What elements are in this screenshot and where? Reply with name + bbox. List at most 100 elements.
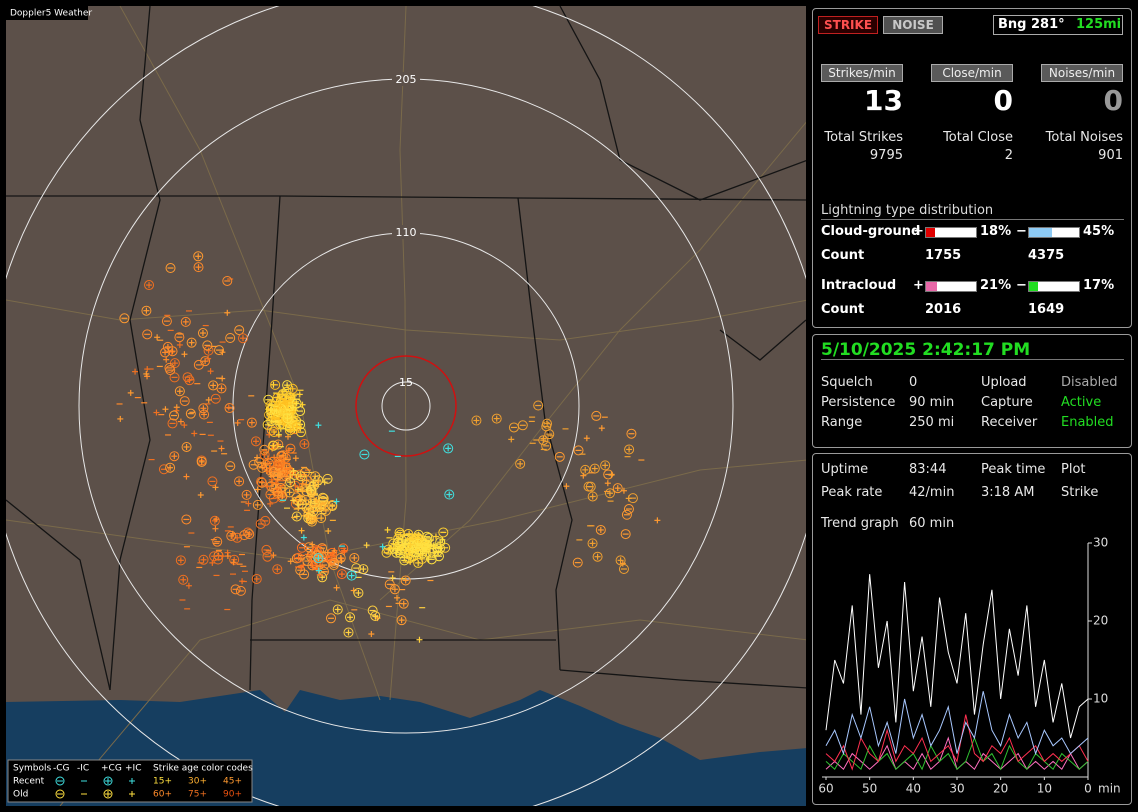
legend-symbol: [55, 776, 65, 786]
strike-symbol: [251, 573, 262, 584]
strike-symbol: [268, 440, 279, 451]
strike-symbol: [142, 329, 153, 340]
trend-line: [825, 691, 1089, 756]
strike-symbol: [491, 413, 502, 424]
rate-header[interactable]: Strikes/min: [821, 64, 903, 82]
strike-symbol: [287, 383, 298, 394]
legend-header: +IC: [125, 764, 141, 774]
strike-symbol: [335, 552, 346, 563]
stats-panel: [812, 453, 1132, 805]
total-value: 901: [1098, 148, 1123, 163]
rate-value: 13: [864, 84, 903, 117]
strike-symbol: [322, 473, 333, 484]
strike-symbol: [542, 418, 553, 429]
trend-label: Trend graph: [821, 516, 899, 531]
strike-symbol: [328, 560, 339, 571]
strike-symbol: [336, 569, 347, 580]
strike-symbol: [275, 418, 286, 429]
strike-symbol: [272, 470, 283, 481]
strike-symbol: [291, 511, 302, 522]
strike-symbol: [224, 403, 235, 414]
strike-symbol: [533, 400, 544, 411]
separator: [821, 359, 1124, 360]
strike-symbol: [272, 564, 283, 575]
sign: −: [1016, 224, 1027, 239]
bar-track: [925, 227, 977, 238]
strike-button[interactable]: STRIKE: [818, 16, 878, 34]
strike-symbol: [299, 439, 310, 450]
strike-symbol: [580, 464, 591, 475]
strike-symbol: [184, 375, 195, 386]
sign: +: [913, 278, 924, 293]
legend-age: 30+: [188, 777, 207, 787]
x-tick-label: 60: [818, 782, 833, 796]
strike-symbol: [282, 380, 293, 391]
rate-header[interactable]: Close/min: [931, 64, 1013, 82]
count: 2016: [925, 302, 962, 317]
strike-symbol: [289, 469, 300, 480]
legend-symbol: [103, 789, 113, 799]
legend-title: Strike age color codes: [153, 764, 253, 774]
strike-symbol: [444, 489, 455, 500]
y-tick-label: 30: [1093, 536, 1108, 550]
strike-symbol: [246, 417, 257, 428]
strike-symbol: [141, 305, 152, 316]
count-label: Count: [821, 302, 865, 317]
count: 4375: [1028, 248, 1065, 263]
type-label: Intracloud: [821, 278, 897, 293]
strike-symbol: [270, 379, 281, 390]
status-cell: Disabled: [1061, 375, 1118, 390]
strike-symbol: [623, 504, 634, 515]
strike-symbol: [197, 328, 208, 339]
strike-symbol: [587, 538, 598, 549]
status-cell: Capture: [981, 395, 1033, 410]
strike-symbol: [271, 406, 282, 417]
strike-symbol: [119, 313, 130, 324]
strike-symbol: [165, 462, 176, 473]
strike-symbol: [411, 546, 422, 557]
strike-symbol: [284, 487, 295, 498]
bar-track: [925, 281, 977, 292]
strike-symbol: [338, 543, 349, 554]
status-cell: 90 min: [909, 395, 955, 410]
strike-symbol: [281, 386, 292, 397]
strike-symbol: [343, 627, 354, 638]
strike-symbol: [317, 572, 328, 583]
strike-symbol: [585, 481, 596, 492]
strike-symbol: [432, 543, 443, 554]
strike-symbol: [612, 483, 623, 494]
strike-symbol: [268, 467, 279, 478]
strike-symbol: [326, 613, 337, 624]
strike-symbol: [193, 251, 204, 262]
strike-symbol: [167, 418, 178, 429]
noise-button[interactable]: NOISE: [883, 16, 943, 34]
strike-symbol: [281, 464, 292, 475]
strike-symbol: [260, 460, 271, 471]
strike-symbol: [213, 554, 224, 565]
count: 1755: [925, 248, 962, 263]
strike-symbol: [291, 398, 302, 409]
strike-symbol: [225, 461, 236, 472]
label-bg: [392, 72, 420, 86]
rate-header[interactable]: Noises/min: [1041, 64, 1123, 82]
strike-symbol: [592, 551, 603, 562]
strike-symbol: [293, 552, 304, 563]
total-label: Total Noises: [1045, 130, 1123, 145]
stats-cell: 83:44: [909, 462, 947, 477]
strike-symbol: [230, 584, 241, 595]
strike-symbol: [160, 347, 171, 358]
range-label: 110: [396, 226, 417, 239]
strike-symbol: [241, 489, 252, 500]
strike-symbol: [285, 443, 296, 454]
strike-symbol: [284, 393, 295, 404]
strike-symbol: [265, 405, 276, 416]
strike-symbol: [285, 477, 296, 488]
strike-symbol: [320, 505, 331, 516]
strike-symbol: [261, 544, 272, 555]
legend-row-label: Old: [13, 790, 28, 800]
legend-title: Symbols: [13, 764, 52, 774]
strike-symbol: [165, 263, 176, 274]
status-cell: Active: [1061, 395, 1102, 410]
strike-symbol: [232, 532, 243, 543]
